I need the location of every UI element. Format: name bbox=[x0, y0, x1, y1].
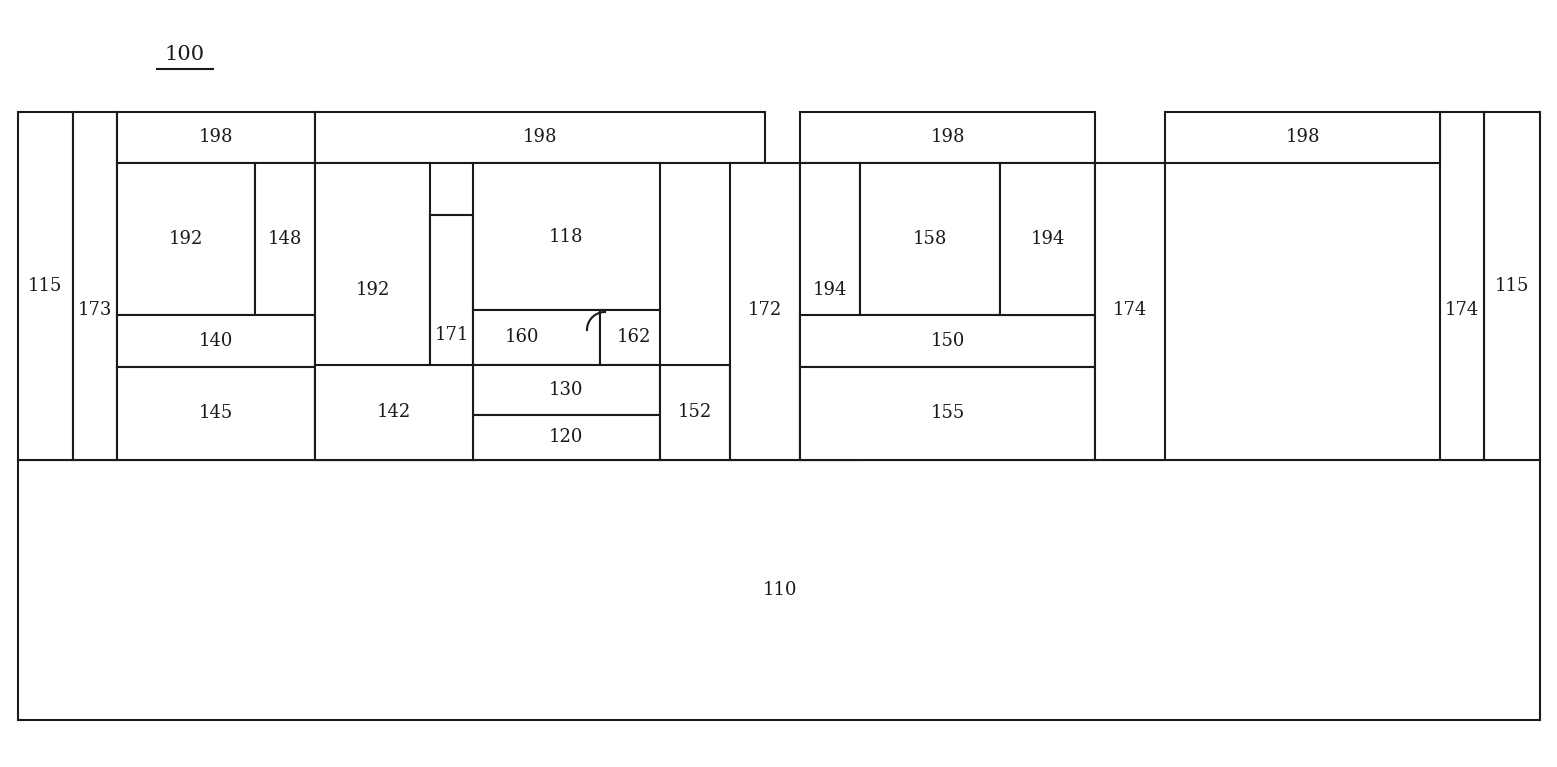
Text: 155: 155 bbox=[931, 404, 965, 422]
Text: 120: 120 bbox=[548, 428, 584, 446]
Bar bbox=[1000, 163, 1095, 315]
Bar bbox=[730, 163, 800, 460]
Bar bbox=[1484, 112, 1540, 460]
Text: 158: 158 bbox=[912, 230, 947, 248]
Bar bbox=[473, 163, 660, 310]
Text: 118: 118 bbox=[548, 228, 584, 246]
Bar bbox=[800, 163, 859, 460]
Text: 142: 142 bbox=[377, 403, 411, 421]
Bar bbox=[599, 310, 660, 365]
Bar bbox=[315, 365, 473, 460]
Text: 171: 171 bbox=[434, 326, 469, 344]
Text: 174: 174 bbox=[1113, 301, 1148, 319]
Bar bbox=[117, 367, 315, 460]
Text: 192: 192 bbox=[168, 230, 202, 248]
Text: 192: 192 bbox=[357, 281, 391, 299]
Text: 198: 198 bbox=[1286, 128, 1320, 146]
Bar bbox=[859, 163, 1000, 315]
Text: 198: 198 bbox=[199, 128, 234, 146]
Text: 194: 194 bbox=[813, 281, 847, 299]
Text: 100: 100 bbox=[165, 45, 206, 64]
Bar bbox=[800, 315, 1095, 367]
Bar bbox=[117, 112, 315, 163]
Bar bbox=[660, 365, 730, 460]
Bar bbox=[430, 215, 473, 460]
Text: 150: 150 bbox=[931, 332, 965, 350]
Bar bbox=[315, 112, 764, 163]
Text: 115: 115 bbox=[28, 277, 62, 295]
Text: 173: 173 bbox=[78, 301, 112, 319]
Bar bbox=[255, 163, 315, 315]
Text: 145: 145 bbox=[199, 404, 234, 422]
Text: 160: 160 bbox=[504, 328, 539, 346]
Text: 174: 174 bbox=[1445, 301, 1479, 319]
Bar bbox=[473, 415, 660, 460]
Text: 140: 140 bbox=[199, 332, 234, 350]
Bar bbox=[19, 460, 1540, 720]
Text: 148: 148 bbox=[268, 230, 302, 248]
Bar bbox=[800, 367, 1095, 460]
Bar bbox=[315, 163, 430, 460]
Bar bbox=[1440, 112, 1484, 460]
Text: 115: 115 bbox=[1495, 277, 1529, 295]
Bar bbox=[473, 365, 660, 415]
Bar bbox=[473, 310, 599, 365]
Bar bbox=[117, 315, 315, 367]
Text: 130: 130 bbox=[548, 381, 584, 399]
Bar bbox=[19, 112, 73, 460]
Bar bbox=[1095, 163, 1165, 460]
Text: 152: 152 bbox=[677, 403, 712, 421]
Bar bbox=[800, 112, 1095, 163]
Bar bbox=[1165, 112, 1440, 163]
Text: 198: 198 bbox=[523, 128, 557, 146]
Text: 162: 162 bbox=[617, 328, 651, 346]
Bar bbox=[117, 163, 255, 315]
Text: 194: 194 bbox=[1031, 230, 1065, 248]
Text: 110: 110 bbox=[763, 581, 797, 599]
Text: 198: 198 bbox=[931, 128, 965, 146]
Text: 172: 172 bbox=[747, 301, 782, 319]
Bar bbox=[73, 112, 117, 460]
